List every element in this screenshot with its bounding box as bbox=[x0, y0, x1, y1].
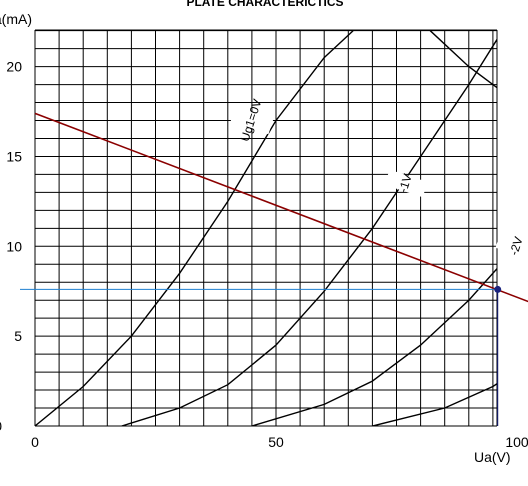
series-1-label-bg bbox=[384, 169, 428, 198]
x-tick-label: 0 bbox=[31, 434, 39, 450]
y-tick-label: 0 bbox=[0, 418, 2, 434]
grid bbox=[34, 29, 498, 427]
curves bbox=[35, 30, 528, 426]
x-axis-title: Ua(V) bbox=[474, 449, 511, 465]
x-tick-label: 50 bbox=[268, 434, 284, 450]
tick-labels: 05101520050100150 bbox=[0, 59, 528, 450]
operating-point-marker bbox=[494, 285, 502, 293]
series-3-line bbox=[372, 382, 497, 426]
overlay: Ug1=0V-1V-2V-3V-4V-5V-6VWa=1,8W bbox=[20, 97, 528, 426]
y-axis-title: Ia(mA) bbox=[0, 11, 32, 27]
load-line bbox=[34, 112, 528, 303]
x-tick-label: 100 bbox=[505, 434, 528, 450]
series-1-label: -1V bbox=[396, 172, 415, 194]
series-4-line bbox=[517, 228, 528, 426]
y-tick-label: 20 bbox=[6, 59, 22, 75]
y-tick-label: 5 bbox=[14, 328, 22, 344]
power-curve-line bbox=[429, 30, 497, 89]
series-2-label: -2V bbox=[507, 235, 526, 257]
y-tick-label: 15 bbox=[6, 148, 22, 164]
series-0-line bbox=[35, 30, 354, 426]
series-1-line bbox=[121, 38, 497, 426]
chart-title: PLATE CHARACTERICTICS bbox=[186, 0, 343, 9]
y-tick-label: 10 bbox=[6, 238, 22, 254]
series-2-line bbox=[251, 267, 497, 426]
series-0-label-bg bbox=[230, 106, 274, 135]
